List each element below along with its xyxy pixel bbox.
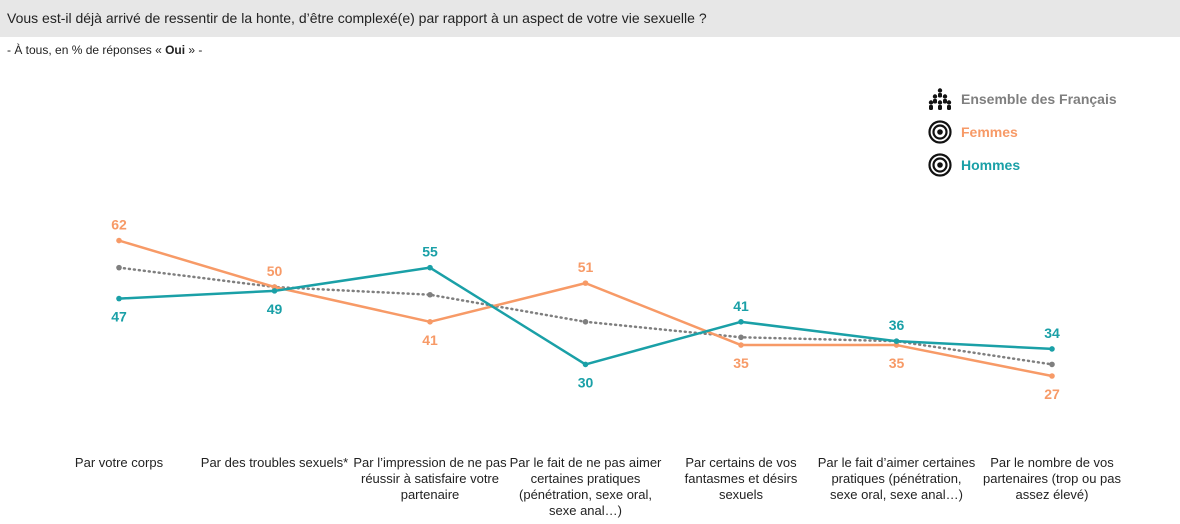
data-label: 36: [889, 317, 905, 333]
target-icon: [928, 152, 952, 177]
legend-label-hommes: Hommes: [961, 156, 1021, 173]
data-point: [1049, 373, 1055, 379]
data-point: [738, 319, 744, 325]
category-label: Par le fait d’aimer certaines pratiques …: [817, 455, 976, 502]
data-point: [1049, 346, 1055, 352]
category-label: Par certains de vos fantasmes et désirs …: [684, 455, 798, 502]
data-point: [427, 291, 433, 298]
data-label: 50: [267, 263, 283, 279]
data-point: [738, 342, 744, 348]
legend: Ensemble des Français Femmes Hommes: [928, 82, 1117, 181]
data-point: [271, 288, 278, 294]
data-label: 27: [1044, 386, 1060, 402]
data-point: [582, 361, 589, 368]
data-point: [116, 237, 122, 244]
data-label: 51: [578, 259, 594, 275]
category-label: Par des troubles sexuels*: [200, 455, 349, 470]
people-group-icon: [928, 87, 952, 110]
data-label: 41: [422, 332, 438, 348]
question-text: Vous est-il déjà arrivé de ressentir de …: [7, 10, 707, 26]
data-point: [427, 264, 433, 271]
data-point: [427, 319, 433, 325]
category-label: Par le fait de ne pas aimer certaines pr…: [509, 455, 662, 518]
data-label: 35: [733, 355, 749, 371]
target-icon: [928, 119, 952, 144]
data-point: [738, 334, 744, 341]
data-label: 41: [733, 298, 749, 314]
legend-item-ensemble: Ensemble des Français: [928, 82, 1117, 115]
data-point: [893, 338, 900, 344]
data-point: [271, 284, 278, 290]
data-point: [582, 319, 589, 325]
data-label: 55: [422, 244, 438, 260]
data-point: [116, 264, 122, 271]
legend-label-ensemble: Ensemble des Français: [961, 90, 1117, 107]
data-point: [582, 280, 589, 286]
subtitle-bold: Oui: [165, 43, 186, 57]
subtitle-prefix: - À tous, en % de réponses «: [7, 43, 166, 57]
subtitle-suffix: » -: [185, 43, 203, 57]
legend-item-femmes: Femmes: [928, 115, 1117, 148]
data-label: 47: [111, 309, 127, 325]
legend-label-femmes: Femmes: [961, 123, 1018, 140]
category-label: Par le nombre de vos partenaires (trop o…: [982, 455, 1122, 502]
data-point: [116, 295, 122, 302]
data-label: 35: [889, 355, 905, 371]
question-bar: Vous est-il déjà arrivé de ressentir de …: [0, 0, 1180, 37]
subtitle: - À tous, en % de réponses « Oui » -: [7, 43, 202, 57]
data-point: [1049, 361, 1055, 368]
data-label: 34: [1044, 325, 1060, 341]
category-label: Par votre corps: [74, 455, 164, 470]
data-label: 49: [267, 301, 283, 317]
data-label: 62: [111, 217, 127, 233]
data-point: [893, 342, 900, 348]
category-label: Par l’impression de ne pas réussir à sat…: [353, 455, 507, 502]
legend-item-hommes: Hommes: [928, 148, 1117, 181]
data-label: 30: [578, 374, 594, 390]
